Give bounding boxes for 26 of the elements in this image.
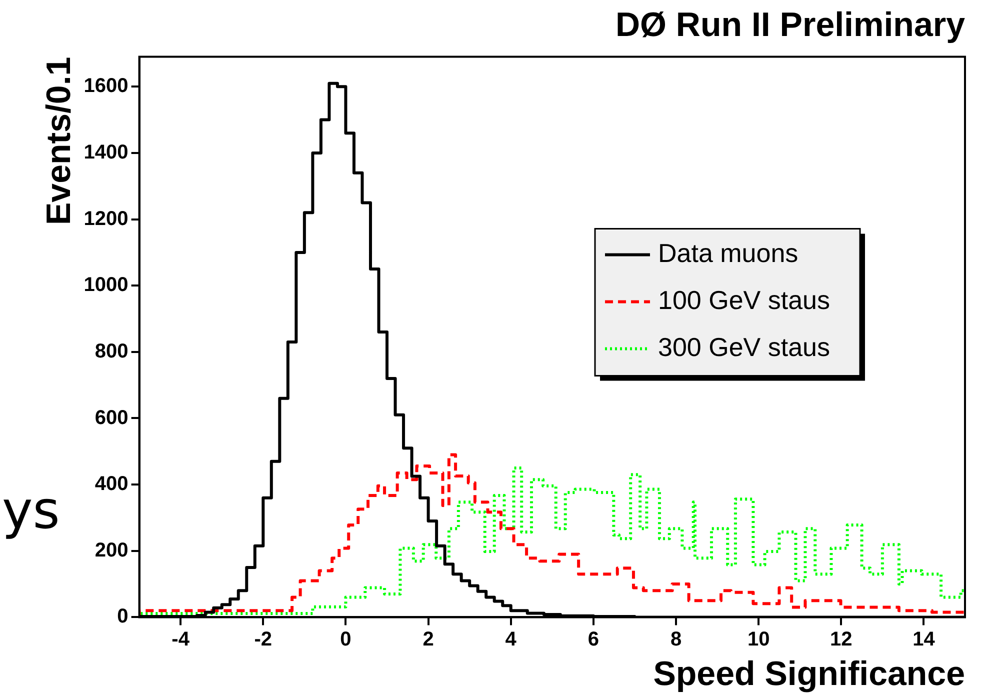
x-tick-label: 0 xyxy=(340,628,352,651)
x-tick-label: -4 xyxy=(172,628,190,651)
x-tick-label: 10 xyxy=(747,628,770,651)
y-tick-label: 1400 xyxy=(84,141,128,164)
chart-title: DØ Run II Preliminary xyxy=(615,6,966,44)
legend-label: Data muons xyxy=(658,238,798,268)
x-tick-label: 4 xyxy=(505,628,518,651)
x-tick-label: 14 xyxy=(912,628,936,651)
y-tick-label: 1000 xyxy=(84,274,128,296)
y-tick-label: 0 xyxy=(117,606,128,628)
y-tick-label: 600 xyxy=(94,406,128,429)
x-tick-label: 12 xyxy=(830,628,852,651)
x-tick-label: -2 xyxy=(254,628,272,651)
x-tick-label: 6 xyxy=(588,628,599,651)
x-axis-title: Speed Significance xyxy=(653,654,965,693)
text: ys xyxy=(2,481,60,541)
y-tick-label: 800 xyxy=(94,340,128,362)
y-tick-label: 1600 xyxy=(84,75,128,98)
y-tick-label: 200 xyxy=(94,539,128,562)
legend-label: 100 GeV staus xyxy=(658,284,830,315)
y-tick-label: 400 xyxy=(94,473,128,496)
legend-label: 300 GeV staus xyxy=(658,332,830,362)
x-tick-label: 8 xyxy=(670,628,682,651)
y-tick-label: 1200 xyxy=(84,208,128,230)
y-axis-title: Events/0.1 xyxy=(40,56,78,226)
x-tick-label: 2 xyxy=(422,628,434,651)
